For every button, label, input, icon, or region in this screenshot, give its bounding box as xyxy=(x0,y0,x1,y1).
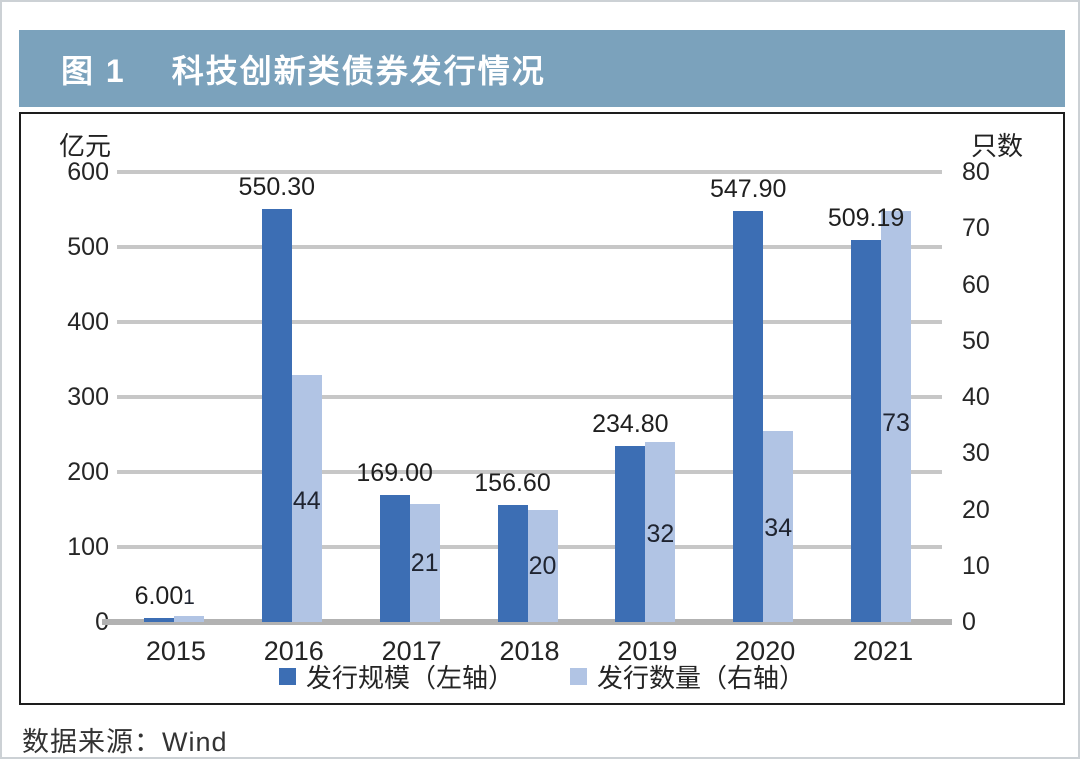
chart-box: 亿元 只数 发行规模（左轴） 发行数量（右轴） 600 500 400 300 200 1… xyxy=(19,112,1065,705)
value-label-2020: 547.90 xyxy=(709,175,787,204)
bar-issue-scale-2018 xyxy=(497,504,528,622)
right-axis-tick: 10 xyxy=(962,551,990,580)
x-axis-label-2018: 2018 xyxy=(499,636,560,666)
bar-issue-count-2018 xyxy=(527,509,558,622)
gridline xyxy=(117,320,942,324)
value-label-2016: 550.30 xyxy=(238,173,316,202)
left-axis-tick: 0 xyxy=(21,607,109,637)
x-axis-label-2017: 2017 xyxy=(381,636,442,666)
right-axis-tick: 20 xyxy=(962,495,990,524)
x-axis-baseline xyxy=(102,619,952,625)
legend-item-issue-count: 发行数量（右轴） xyxy=(570,658,805,695)
left-axis-tick: 200 xyxy=(67,458,109,486)
left-axis-tick: 500 xyxy=(67,233,109,261)
bar-issue-scale-2015 xyxy=(143,617,174,622)
figure-title: 科技创新类债券发行情况 xyxy=(171,52,546,89)
legend-swatch-light xyxy=(570,668,587,685)
gridline xyxy=(117,170,942,174)
left-axis-tick: 600 xyxy=(67,158,109,186)
figure-title-bar: 图 1 科技创新类债券发行情况 xyxy=(19,30,1065,107)
count-label-2017: 21 xyxy=(410,549,439,578)
bar-issue-count-2016 xyxy=(291,374,322,622)
chart-inner: 亿元 只数 发行规模（左轴） 发行数量（右轴） 600 500 400 300 200 1… xyxy=(21,114,1063,703)
x-axis-label-2015: 2015 xyxy=(145,636,206,666)
legend: 发行规模（左轴） 发行数量（右轴） xyxy=(21,658,1063,695)
right-axis-tick: 70 xyxy=(962,214,990,243)
right-axis-tick: 60 xyxy=(962,270,990,299)
count-label-2020: 34 xyxy=(764,514,793,543)
value-label-2019: 234.80 xyxy=(592,409,669,438)
value-label-2018: 156.60 xyxy=(474,468,551,497)
value-label-2017: 169.00 xyxy=(356,459,433,488)
bar-issue-scale-2020 xyxy=(733,211,764,622)
bar-issue-count-2020 xyxy=(763,430,794,622)
count-label-2018: 20 xyxy=(528,552,557,580)
right-axis-tick: 0 xyxy=(962,608,976,636)
bar-issue-scale-2019 xyxy=(615,445,646,622)
bar-issue-count-2019 xyxy=(645,442,676,622)
right-axis-tick: 80 xyxy=(962,158,990,186)
legend-label-issue-scale: 发行规模（左轴） xyxy=(305,663,514,693)
count-label-2019: 32 xyxy=(646,519,675,548)
bar-issue-count-2021 xyxy=(881,211,912,622)
count-label-2021: 73 xyxy=(882,408,910,437)
left-axis-tick: 300 xyxy=(67,383,109,411)
data-source-note: 数据来源：Wind xyxy=(22,727,228,757)
x-axis-label-2021: 2021 xyxy=(853,636,914,666)
x-axis-label-2020: 2020 xyxy=(735,636,796,666)
bar-issue-scale-2016 xyxy=(261,209,292,622)
legend-item-issue-scale: 发行规模（左轴） xyxy=(278,658,514,695)
bar-issue-count-2017 xyxy=(409,503,440,622)
x-axis-label-2016: 2016 xyxy=(263,636,324,666)
right-axis-unit-label: 只数 xyxy=(970,131,1023,161)
left-axis-unit-label: 亿元 xyxy=(59,131,112,161)
bar-issue-scale-2021 xyxy=(851,240,882,622)
right-axis-tick: 50 xyxy=(962,326,990,355)
left-axis-tick: 400 xyxy=(67,308,109,336)
right-axis-tick: 30 xyxy=(962,439,990,468)
bar-issue-count-2015 xyxy=(173,616,204,622)
gridline xyxy=(117,470,942,474)
right-axis-tick: 40 xyxy=(962,383,990,411)
x-axis-label-2019: 2019 xyxy=(617,636,678,666)
legend-label-issue-count: 发行数量（右轴） xyxy=(597,663,806,693)
value-label-2021: 509.19 xyxy=(827,204,905,233)
bar-issue-scale-2017 xyxy=(379,495,410,622)
gridline xyxy=(117,395,942,399)
left-axis-tick: 100 xyxy=(67,533,109,561)
value-label-2015: 6.00 xyxy=(134,581,184,610)
count-label-2016: 44 xyxy=(292,487,321,516)
figure-number: 图 1 xyxy=(61,52,126,89)
count-label-2015: 1 xyxy=(183,586,195,610)
legend-swatch-dark xyxy=(278,668,296,685)
gridline xyxy=(117,245,942,249)
